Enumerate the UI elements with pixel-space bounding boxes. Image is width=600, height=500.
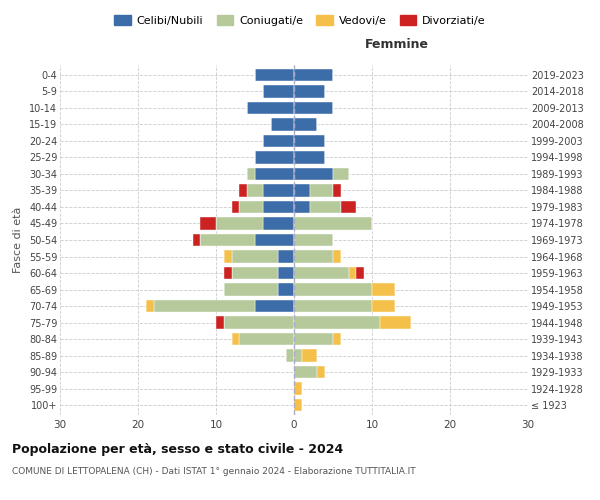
Bar bbox=[263, 135, 294, 147]
Bar bbox=[146, 300, 154, 312]
Bar bbox=[302, 350, 317, 362]
Bar bbox=[294, 234, 333, 246]
Bar bbox=[154, 300, 255, 312]
Bar bbox=[356, 267, 364, 279]
Bar bbox=[216, 316, 224, 328]
Legend: Celibi/Nubili, Coniugati/e, Vedovi/e, Divorziati/e: Celibi/Nubili, Coniugati/e, Vedovi/e, Di… bbox=[110, 10, 490, 30]
Bar bbox=[232, 201, 239, 213]
Bar bbox=[278, 284, 294, 296]
Bar bbox=[286, 350, 294, 362]
Bar bbox=[294, 316, 380, 328]
Text: Popolazione per età, sesso e stato civile - 2024: Popolazione per età, sesso e stato civil… bbox=[12, 442, 343, 456]
Bar bbox=[255, 168, 294, 180]
Bar bbox=[294, 218, 372, 230]
Bar bbox=[333, 184, 341, 196]
Bar bbox=[294, 135, 325, 147]
Bar bbox=[232, 250, 278, 262]
Bar bbox=[294, 333, 333, 345]
Y-axis label: Fasce di età: Fasce di età bbox=[13, 207, 23, 273]
Bar bbox=[216, 218, 263, 230]
Bar bbox=[278, 267, 294, 279]
Bar bbox=[224, 250, 232, 262]
Bar bbox=[294, 184, 310, 196]
Bar bbox=[294, 68, 333, 81]
Bar bbox=[255, 300, 294, 312]
Bar bbox=[310, 184, 333, 196]
Bar bbox=[247, 184, 263, 196]
Bar bbox=[310, 201, 341, 213]
Bar bbox=[239, 333, 294, 345]
Bar bbox=[224, 284, 278, 296]
Bar bbox=[232, 267, 278, 279]
Bar bbox=[333, 250, 341, 262]
Bar bbox=[278, 250, 294, 262]
Bar bbox=[333, 333, 341, 345]
Bar bbox=[294, 152, 325, 164]
Bar bbox=[224, 267, 232, 279]
Bar bbox=[380, 316, 411, 328]
Bar bbox=[294, 102, 333, 114]
Bar bbox=[372, 300, 395, 312]
Bar bbox=[294, 366, 317, 378]
Text: Femmine: Femmine bbox=[365, 38, 429, 51]
Bar bbox=[333, 168, 349, 180]
Bar bbox=[247, 168, 255, 180]
Bar bbox=[372, 284, 395, 296]
Bar bbox=[294, 250, 333, 262]
Bar bbox=[255, 234, 294, 246]
Bar bbox=[294, 399, 302, 411]
Bar bbox=[224, 316, 294, 328]
Bar bbox=[239, 201, 263, 213]
Bar bbox=[193, 234, 200, 246]
Bar bbox=[263, 184, 294, 196]
Bar bbox=[294, 168, 333, 180]
Bar bbox=[294, 350, 302, 362]
Bar bbox=[247, 102, 294, 114]
Bar bbox=[294, 284, 372, 296]
Bar bbox=[294, 267, 349, 279]
Bar bbox=[263, 85, 294, 98]
Bar bbox=[255, 68, 294, 81]
Bar bbox=[317, 366, 325, 378]
Bar bbox=[255, 152, 294, 164]
Bar bbox=[271, 118, 294, 130]
Bar bbox=[200, 218, 216, 230]
Bar bbox=[263, 201, 294, 213]
Bar bbox=[232, 333, 239, 345]
Bar bbox=[349, 267, 356, 279]
Bar bbox=[294, 118, 317, 130]
Bar bbox=[200, 234, 255, 246]
Bar bbox=[263, 218, 294, 230]
Text: COMUNE DI LETTOPALENA (CH) - Dati ISTAT 1° gennaio 2024 - Elaborazione TUTTITALI: COMUNE DI LETTOPALENA (CH) - Dati ISTAT … bbox=[12, 468, 416, 476]
Bar bbox=[294, 201, 310, 213]
Bar bbox=[239, 184, 247, 196]
Bar bbox=[294, 85, 325, 98]
Bar bbox=[294, 382, 302, 395]
Bar bbox=[341, 201, 356, 213]
Bar bbox=[294, 300, 372, 312]
